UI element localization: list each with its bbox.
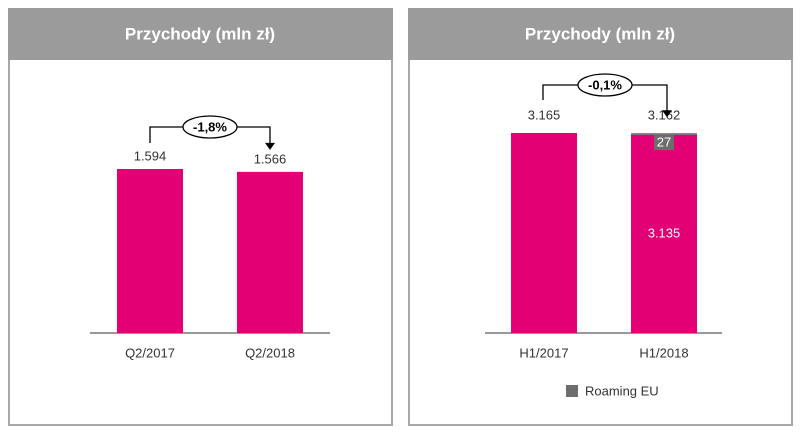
value-label: 1.566 (254, 151, 287, 166)
change-label: -1,8% (193, 119, 227, 134)
bar-segment (631, 134, 697, 333)
segment-label-box (654, 135, 674, 151)
x-tick-label: Q2/2017 (125, 345, 175, 360)
segment-label: 3.135 (648, 225, 681, 240)
change-arrow (265, 142, 275, 150)
segment-label: 27 (657, 135, 671, 150)
x-tick-label: H1/2017 (519, 345, 568, 360)
chart-title: Przychody (mln zł) (525, 24, 675, 43)
legend-label: Roaming EU (585, 383, 659, 398)
total-label: 3.165 (528, 107, 561, 122)
chart-title: Przychody (mln zł) (125, 24, 275, 43)
x-tick-label: H1/2018 (639, 345, 688, 360)
panel-header (8, 8, 393, 60)
change-label: -0,1% (588, 77, 622, 92)
bar-segment (511, 133, 577, 333)
panel-header (408, 8, 793, 60)
change-badge (577, 73, 633, 97)
bar (117, 169, 183, 333)
legend-swatch (566, 385, 578, 397)
panel (408, 8, 793, 426)
change-arrow (662, 110, 672, 118)
bar-segment (631, 133, 697, 135)
bar (237, 171, 303, 333)
x-tick-label: Q2/2018 (245, 345, 295, 360)
change-badge (182, 115, 238, 139)
value-label: 1.594 (134, 148, 167, 163)
total-label: 3.162 (648, 108, 681, 123)
panel (8, 8, 393, 426)
